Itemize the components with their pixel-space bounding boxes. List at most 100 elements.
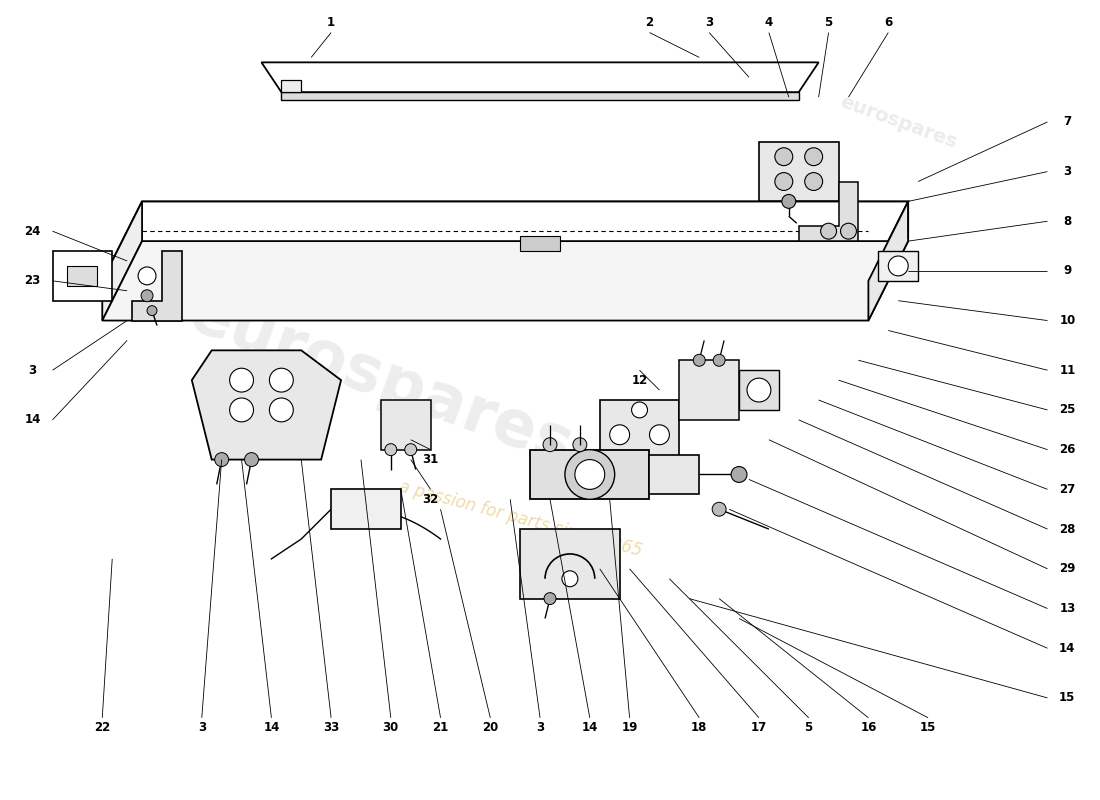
Circle shape (575, 459, 605, 490)
Polygon shape (530, 450, 649, 499)
Polygon shape (759, 142, 838, 202)
Text: 33: 33 (323, 722, 339, 734)
Polygon shape (739, 370, 779, 410)
Circle shape (693, 354, 705, 366)
Circle shape (747, 378, 771, 402)
Text: 13: 13 (1059, 602, 1076, 615)
Polygon shape (799, 182, 858, 241)
Text: eurospares: eurospares (837, 92, 959, 152)
Text: 7: 7 (1064, 115, 1071, 129)
Polygon shape (520, 529, 619, 598)
Polygon shape (520, 236, 560, 251)
Polygon shape (282, 92, 799, 100)
Circle shape (270, 398, 294, 422)
Text: 3: 3 (198, 722, 206, 734)
Text: 11: 11 (1059, 364, 1076, 377)
Circle shape (713, 354, 725, 366)
Polygon shape (282, 80, 301, 92)
Text: 5: 5 (804, 722, 813, 734)
Text: 3: 3 (536, 722, 544, 734)
Text: 14: 14 (582, 722, 598, 734)
Circle shape (230, 398, 253, 422)
Text: 3: 3 (705, 16, 713, 29)
Text: 28: 28 (1059, 522, 1076, 535)
Circle shape (774, 173, 793, 190)
Text: 4: 4 (764, 16, 773, 29)
Circle shape (805, 173, 823, 190)
Circle shape (230, 368, 253, 392)
Circle shape (141, 290, 153, 302)
Circle shape (214, 453, 229, 466)
Polygon shape (102, 202, 909, 281)
Circle shape (821, 223, 836, 239)
Polygon shape (53, 251, 112, 301)
Text: 23: 23 (24, 274, 41, 287)
Text: eurospares: eurospares (180, 282, 581, 478)
Circle shape (732, 466, 747, 482)
Polygon shape (868, 202, 909, 321)
Text: 3: 3 (29, 364, 36, 377)
Circle shape (889, 256, 909, 276)
Circle shape (405, 444, 417, 456)
Polygon shape (67, 266, 97, 286)
Circle shape (562, 571, 578, 586)
Text: 5: 5 (825, 16, 833, 29)
Circle shape (543, 438, 557, 452)
Text: 30: 30 (383, 722, 399, 734)
Circle shape (573, 438, 586, 452)
Circle shape (139, 267, 156, 285)
Text: 26: 26 (1059, 443, 1076, 456)
Circle shape (609, 425, 629, 445)
Circle shape (712, 502, 726, 516)
Text: 17: 17 (751, 722, 767, 734)
Text: a passion for parts since 1965: a passion for parts since 1965 (397, 478, 644, 560)
Text: 20: 20 (482, 722, 498, 734)
Circle shape (147, 306, 157, 315)
Circle shape (544, 593, 556, 605)
Polygon shape (381, 400, 430, 450)
Text: 12: 12 (631, 374, 648, 386)
Text: 29: 29 (1059, 562, 1076, 575)
Circle shape (631, 402, 648, 418)
Text: 6: 6 (884, 16, 892, 29)
Circle shape (649, 425, 670, 445)
Text: 15: 15 (1059, 691, 1076, 705)
Text: 10: 10 (1059, 314, 1076, 327)
Polygon shape (132, 251, 182, 321)
Circle shape (840, 223, 857, 239)
Polygon shape (102, 241, 909, 321)
Circle shape (385, 444, 397, 456)
Text: 15: 15 (920, 722, 936, 734)
Text: 25: 25 (1059, 403, 1076, 417)
Polygon shape (878, 251, 918, 281)
Polygon shape (649, 454, 700, 494)
Text: 14: 14 (1059, 642, 1076, 654)
Text: 27: 27 (1059, 483, 1076, 496)
Text: 14: 14 (263, 722, 279, 734)
Polygon shape (600, 400, 680, 470)
Polygon shape (262, 62, 818, 92)
Circle shape (565, 450, 615, 499)
Polygon shape (331, 490, 400, 529)
Text: 22: 22 (95, 722, 110, 734)
Circle shape (270, 368, 294, 392)
Text: 14: 14 (24, 414, 41, 426)
Text: 3: 3 (1064, 165, 1071, 178)
Text: 19: 19 (621, 722, 638, 734)
Polygon shape (191, 350, 341, 459)
Text: 8: 8 (1064, 214, 1071, 228)
Text: 2: 2 (646, 16, 653, 29)
Text: 9: 9 (1064, 265, 1071, 278)
Text: 16: 16 (860, 722, 877, 734)
Circle shape (774, 148, 793, 166)
Circle shape (805, 148, 823, 166)
Polygon shape (680, 360, 739, 420)
Text: 21: 21 (432, 722, 449, 734)
Text: 24: 24 (24, 225, 41, 238)
Polygon shape (102, 202, 142, 321)
Circle shape (782, 194, 795, 208)
Text: 32: 32 (422, 493, 439, 506)
Text: 18: 18 (691, 722, 707, 734)
Text: 31: 31 (422, 453, 439, 466)
Circle shape (244, 453, 258, 466)
